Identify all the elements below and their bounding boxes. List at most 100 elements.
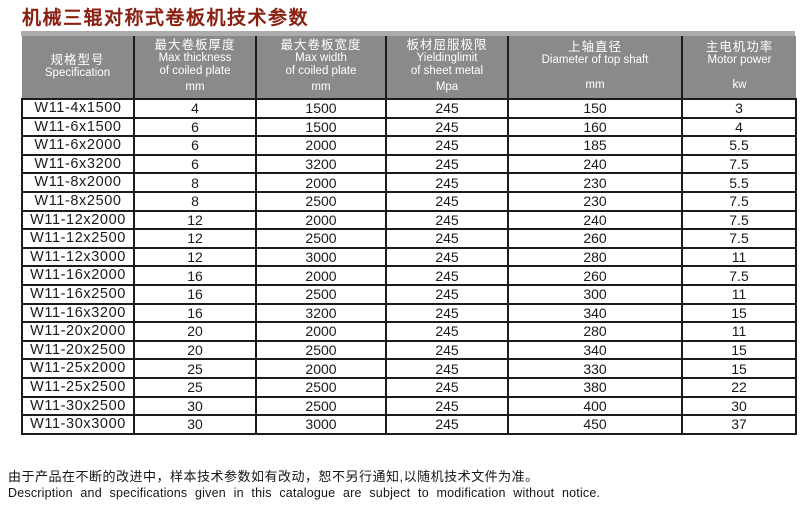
column-header-line: Yieldinglimit [416,52,478,64]
column-header-unit: mm [185,81,205,93]
value-cell: 2000 [255,265,387,286]
footer-note: 由于产品在不断的改进中，样本技术参数如有改动，恕不另行通知,以随机技术文件为准。… [8,469,798,501]
model-cell: W11-6x3200 [21,153,135,175]
table-row: W11-4x1500 4 1500 245 150 3 [21,98,797,119]
column-header-1: 规格型号 Specification [22,36,134,99]
value-cell: 280 [507,321,683,342]
value-cell: 3 [681,98,797,119]
value-cell: 2000 [255,358,387,379]
model-cell: W11-30x3000 [21,414,135,435]
column-header-line: of coiled plate [285,65,357,77]
column-header-unit: kw [732,79,747,91]
value-cell: 245 [385,414,509,435]
value-cell: 2500 [255,395,387,417]
column-header-line: 板材屈服极限 [406,38,488,52]
value-cell: 3200 [255,153,387,175]
value-cell: 8 [133,190,257,212]
value-cell: 245 [385,209,509,231]
value-cell: 37 [681,414,797,435]
value-cell: 7.5 [681,153,797,175]
value-cell: 245 [385,135,509,156]
footer-note-zh: 由于产品在不断的改进中，样本技术参数如有改动，恕不另行通知,以随机技术文件为准。 [8,469,539,484]
column-header-line: of sheet metal [410,65,484,77]
value-cell: 260 [507,265,683,286]
table-row: W11-8x2500 8 2500 245 230 7.5 [21,190,797,212]
column-header-unit: mm [311,81,331,93]
value-cell: 7.5 [681,209,797,231]
value-cell: 12 [133,228,257,249]
value-cell: 3000 [255,414,387,435]
column-header-line: of coiled plate [159,65,231,77]
column-header-line: 主电机功率 [705,40,774,54]
model-cell: W11-16x2000 [21,265,135,286]
column-header-4: 板材屈服极限 Yieldinglimit of sheet metal Mpa [385,36,508,99]
column-header-lines: 板材屈服极限 Yieldinglimit of sheet metal [387,38,507,78]
value-cell: 400 [507,395,683,417]
value-cell: 240 [507,209,683,231]
table-header-row: 规格型号 Specification 最大卷板厚度 Max thickness of c… [22,36,796,99]
value-cell: 30 [681,395,797,417]
table-row: W11-8x2000 8 2000 245 230 5.5 [21,172,797,193]
column-header-lines: 规格型号 Specification [22,53,133,80]
value-cell: 2500 [255,376,387,398]
value-cell: 2500 [255,339,387,361]
page-title: 机械三辊对称式卷板机技术参数 [22,8,310,29]
column-header-line: Specification [44,66,111,79]
column-header-6: 主电机功率 Motor power kw [681,36,796,99]
value-cell: 15 [681,302,797,324]
table-header: 规格型号 Specification 最大卷板厚度 Max thickness of c… [22,36,796,99]
value-cell: 2000 [255,172,387,193]
value-cell: 245 [385,265,509,286]
value-cell: 340 [507,339,683,361]
value-cell: 6 [133,135,257,156]
value-cell: 245 [385,339,509,361]
table-row: W11-12x2500 12 2500 245 260 7.5 [21,228,797,249]
model-cell: W11-20x2000 [21,321,135,342]
column-header-3: 最大卷板宽度 Max width of coiled plate mm [255,36,386,99]
value-cell: 11 [681,246,797,268]
column-header-line: Max width [295,52,347,64]
column-header-unit: Mpa [435,81,459,93]
model-cell: W11-8x2000 [21,172,135,193]
value-cell: 245 [385,98,509,119]
value-cell: 450 [507,414,683,435]
column-header-line: 最大卷板厚度 [154,38,236,52]
value-cell: 1500 [255,116,387,138]
value-cell: 245 [385,358,509,379]
table-body: W11-4x1500 4 1500 245 150 3 W11-6x1500 6 1500 245… [21,98,797,435]
value-cell: 185 [507,135,683,156]
column-header-line: Diameter of top shaft [541,54,649,66]
value-cell: 245 [385,376,509,398]
table-row: W11-25x2500 25 2500 245 380 22 [21,376,797,398]
column-header-lines: 最大卷板厚度 Max thickness of coiled plate [135,38,255,78]
value-cell: 6 [133,153,257,175]
table-row: W11-6x2000 6 2000 245 185 5.5 [21,135,797,156]
value-cell: 2000 [255,321,387,342]
value-cell: 2000 [255,135,387,156]
value-cell: 245 [385,302,509,324]
spec-table-wrap: 规格型号 Specification 最大卷板厚度 Max thickness of c… [21,31,797,435]
model-cell: W11-30x2500 [21,395,135,417]
value-cell: 5.5 [681,135,797,156]
value-cell: 160 [507,116,683,138]
model-cell: W11-16x2500 [21,283,135,305]
value-cell: 7.5 [681,228,797,249]
value-cell: 245 [385,116,509,138]
value-cell: 20 [133,321,257,342]
value-cell: 245 [385,190,509,212]
value-cell: 2500 [255,228,387,249]
footer-note-en: Description and specifications given in … [8,486,601,500]
table-row: W11-20x2500 20 2500 245 340 15 [21,339,797,361]
value-cell: 245 [385,283,509,305]
column-header-2: 最大卷板厚度 Max thickness of coiled plate mm [133,36,256,99]
column-header-line: Motor power [707,54,772,66]
model-cell: W11-12x3000 [21,246,135,268]
model-cell: W11-20x2500 [21,339,135,361]
table-row: W11-12x2000 12 2000 245 240 7.5 [21,209,797,231]
table-row: W11-30x2500 30 2500 245 400 30 [21,395,797,417]
column-header-lines: 上轴直径 Diameter of top shaft [509,40,681,67]
table-row: W11-30x3000 30 3000 245 450 37 [21,414,797,435]
value-cell: 16 [133,302,257,324]
value-cell: 380 [507,376,683,398]
value-cell: 230 [507,172,683,193]
